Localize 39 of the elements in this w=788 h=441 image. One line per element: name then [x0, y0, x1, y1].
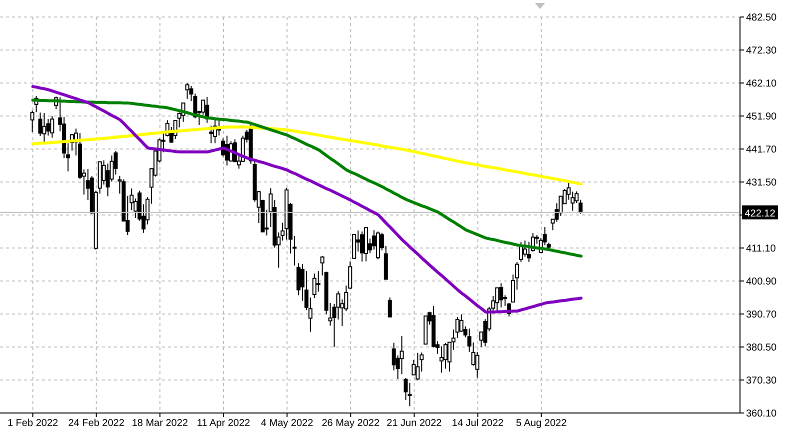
x-tick-label: 14 Jul 2022: [452, 418, 504, 430]
candlestick: [185, 82, 190, 100]
y-tick-label: 482.50: [746, 12, 778, 24]
y-tick-label: 390.70: [746, 310, 778, 321]
x-tick-label: 18 Mar 2022: [132, 418, 188, 430]
y-tick-label: 360.10: [746, 408, 778, 420]
candlestick: [440, 346, 444, 374]
candlestick: [360, 231, 364, 262]
y-tick-label: 400.90: [746, 276, 778, 288]
y-tick-label: 462.10: [746, 78, 778, 90]
x-tick-label: 4 May 2022: [260, 418, 314, 430]
y-tick-label: 472.30: [746, 46, 778, 57]
candlestick: [316, 270, 320, 292]
candlestick: [416, 352, 420, 381]
y-tick-label: 380.50: [746, 342, 778, 354]
candlestick: [50, 116, 54, 138]
candlestick: [444, 342, 448, 370]
candlestick: [400, 336, 404, 375]
x-tick-label: 24 Feb 2022: [68, 418, 125, 430]
candlestick: [408, 382, 412, 407]
candlestick: [388, 297, 392, 318]
candlestick: [209, 125, 214, 144]
x-tick-label: 21 Jun 2022: [386, 418, 442, 430]
candlestick: [495, 287, 500, 312]
y-tick-label: 441.70: [746, 144, 778, 156]
y-tick-label: 411.10: [746, 244, 776, 255]
candlestick: [499, 282, 504, 308]
y-tick-label: 370.30: [746, 376, 778, 387]
candlestick: [30, 110, 34, 133]
y-tick-label: 431.50: [746, 178, 778, 189]
candlestick: [352, 234, 356, 260]
ref-line-label: 422.12: [744, 208, 776, 220]
x-tick-label: 26 May 2022: [322, 418, 380, 430]
x-tick-label: 1 Feb 2022: [7, 418, 59, 430]
x-tick-label: 5 Aug 2022: [516, 418, 568, 430]
candlestick: [42, 112, 46, 143]
y-tick-label: 451.90: [746, 112, 778, 123]
x-tick-label: 11 Apr 2022: [196, 418, 251, 430]
candlestick: [312, 273, 316, 299]
